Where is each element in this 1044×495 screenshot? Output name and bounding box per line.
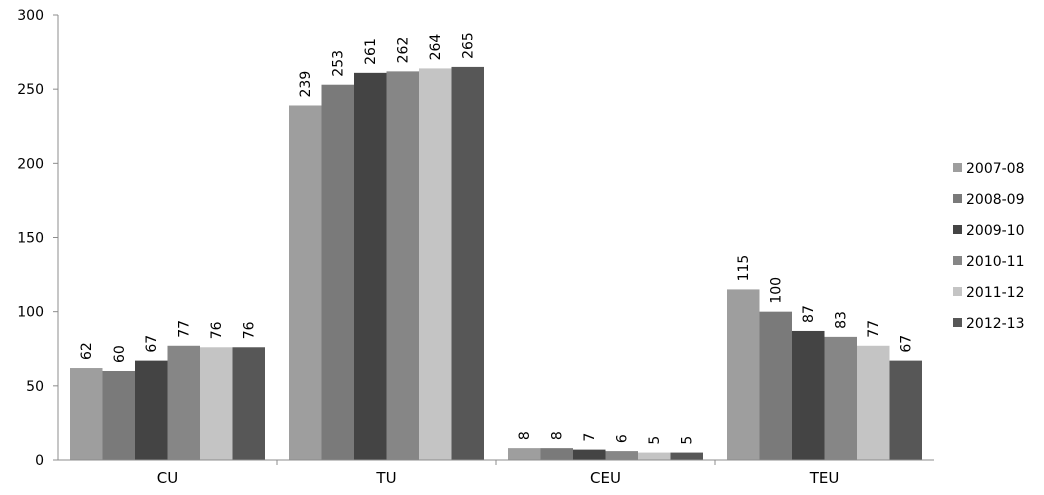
- category-label: TEU: [809, 469, 840, 487]
- data-label: 239: [298, 71, 314, 98]
- bar: [727, 289, 760, 460]
- legend-swatch: [953, 163, 962, 172]
- bar: [232, 347, 265, 460]
- bar: [386, 71, 419, 460]
- data-label: 7: [582, 433, 598, 442]
- data-label: 5: [647, 436, 663, 445]
- data-label: 262: [396, 37, 412, 64]
- legend-item: 2008-09: [953, 192, 1025, 208]
- bar: [102, 371, 135, 460]
- data-label: 8: [517, 431, 533, 440]
- axes: [57, 15, 934, 461]
- bar: [638, 452, 671, 460]
- legend-label: 2009-10: [966, 223, 1025, 239]
- bar: [605, 451, 638, 460]
- category-label: CEU: [590, 469, 621, 487]
- data-label: 83: [834, 311, 850, 329]
- data-label: 76: [242, 321, 258, 339]
- y-axis-ticks: 0 50 100 150 200 250 300: [17, 8, 58, 469]
- data-label: 67: [144, 335, 160, 353]
- data-label: 253: [331, 50, 347, 77]
- category-labels: CU TU CEU TEU: [157, 460, 840, 487]
- bar: [200, 347, 233, 460]
- y-tick-label: 150: [17, 231, 44, 247]
- legend-swatch: [953, 287, 962, 296]
- legend-label: 2011-12: [966, 285, 1025, 301]
- data-label: 60: [112, 345, 128, 363]
- data-label: 261: [363, 38, 379, 65]
- data-label: 265: [461, 32, 477, 59]
- data-label: 8: [550, 431, 566, 440]
- bar: [792, 330, 825, 460]
- bar: [824, 336, 857, 460]
- y-tick-label: 250: [17, 82, 44, 98]
- data-label: 6: [615, 434, 631, 443]
- legend-item: 2012-13: [953, 316, 1025, 332]
- data-label: 100: [769, 277, 785, 304]
- data-label: 76: [209, 321, 225, 339]
- bar: [135, 360, 168, 460]
- bar: [573, 449, 606, 460]
- bar: [451, 66, 484, 461]
- legend-label: 2007-08: [966, 161, 1025, 177]
- data-label: 77: [177, 320, 193, 338]
- bar: [857, 345, 890, 460]
- y-tick-label: 200: [17, 156, 44, 172]
- y-tick-label: 100: [17, 305, 44, 321]
- data-label: 77: [866, 320, 882, 338]
- data-label: 5: [680, 436, 696, 445]
- legend: 2007-08 2008-09 2009-10 2010-11 2011-12 2012-…: [953, 161, 1025, 332]
- y-tick-label: 0: [35, 453, 44, 469]
- bar: [289, 105, 322, 460]
- data-label: 115: [736, 255, 752, 282]
- bar: [670, 452, 703, 460]
- bar: [540, 448, 573, 460]
- legend-item: 2007-08: [953, 161, 1025, 177]
- bar: [759, 311, 792, 460]
- bar: [321, 84, 354, 460]
- legend-label: 2008-09: [966, 192, 1025, 208]
- data-label: 62: [79, 342, 95, 360]
- legend-swatch: [953, 194, 962, 203]
- data-label: 67: [899, 335, 915, 353]
- data-label: 264: [428, 34, 444, 61]
- bar: [419, 68, 452, 461]
- legend-item: 2009-10: [953, 223, 1025, 239]
- legend-swatch: [953, 225, 962, 234]
- legend-swatch: [953, 256, 962, 265]
- legend-item: 2011-12: [953, 285, 1025, 301]
- bar: [70, 368, 103, 460]
- y-tick-label: 50: [26, 379, 44, 395]
- bar: [354, 72, 387, 460]
- legend-label: 2010-11: [966, 254, 1025, 270]
- y-tick-label: 300: [17, 8, 44, 24]
- bars: [70, 66, 922, 461]
- bar: [508, 448, 541, 460]
- legend-item: 2010-11: [953, 254, 1025, 270]
- legend-swatch: [953, 318, 962, 327]
- bar: [889, 360, 922, 460]
- legend-label: 2012-13: [966, 316, 1025, 332]
- data-label: 87: [801, 305, 817, 323]
- category-label: TU: [375, 469, 396, 487]
- category-label: CU: [157, 469, 178, 487]
- bar: [167, 345, 200, 460]
